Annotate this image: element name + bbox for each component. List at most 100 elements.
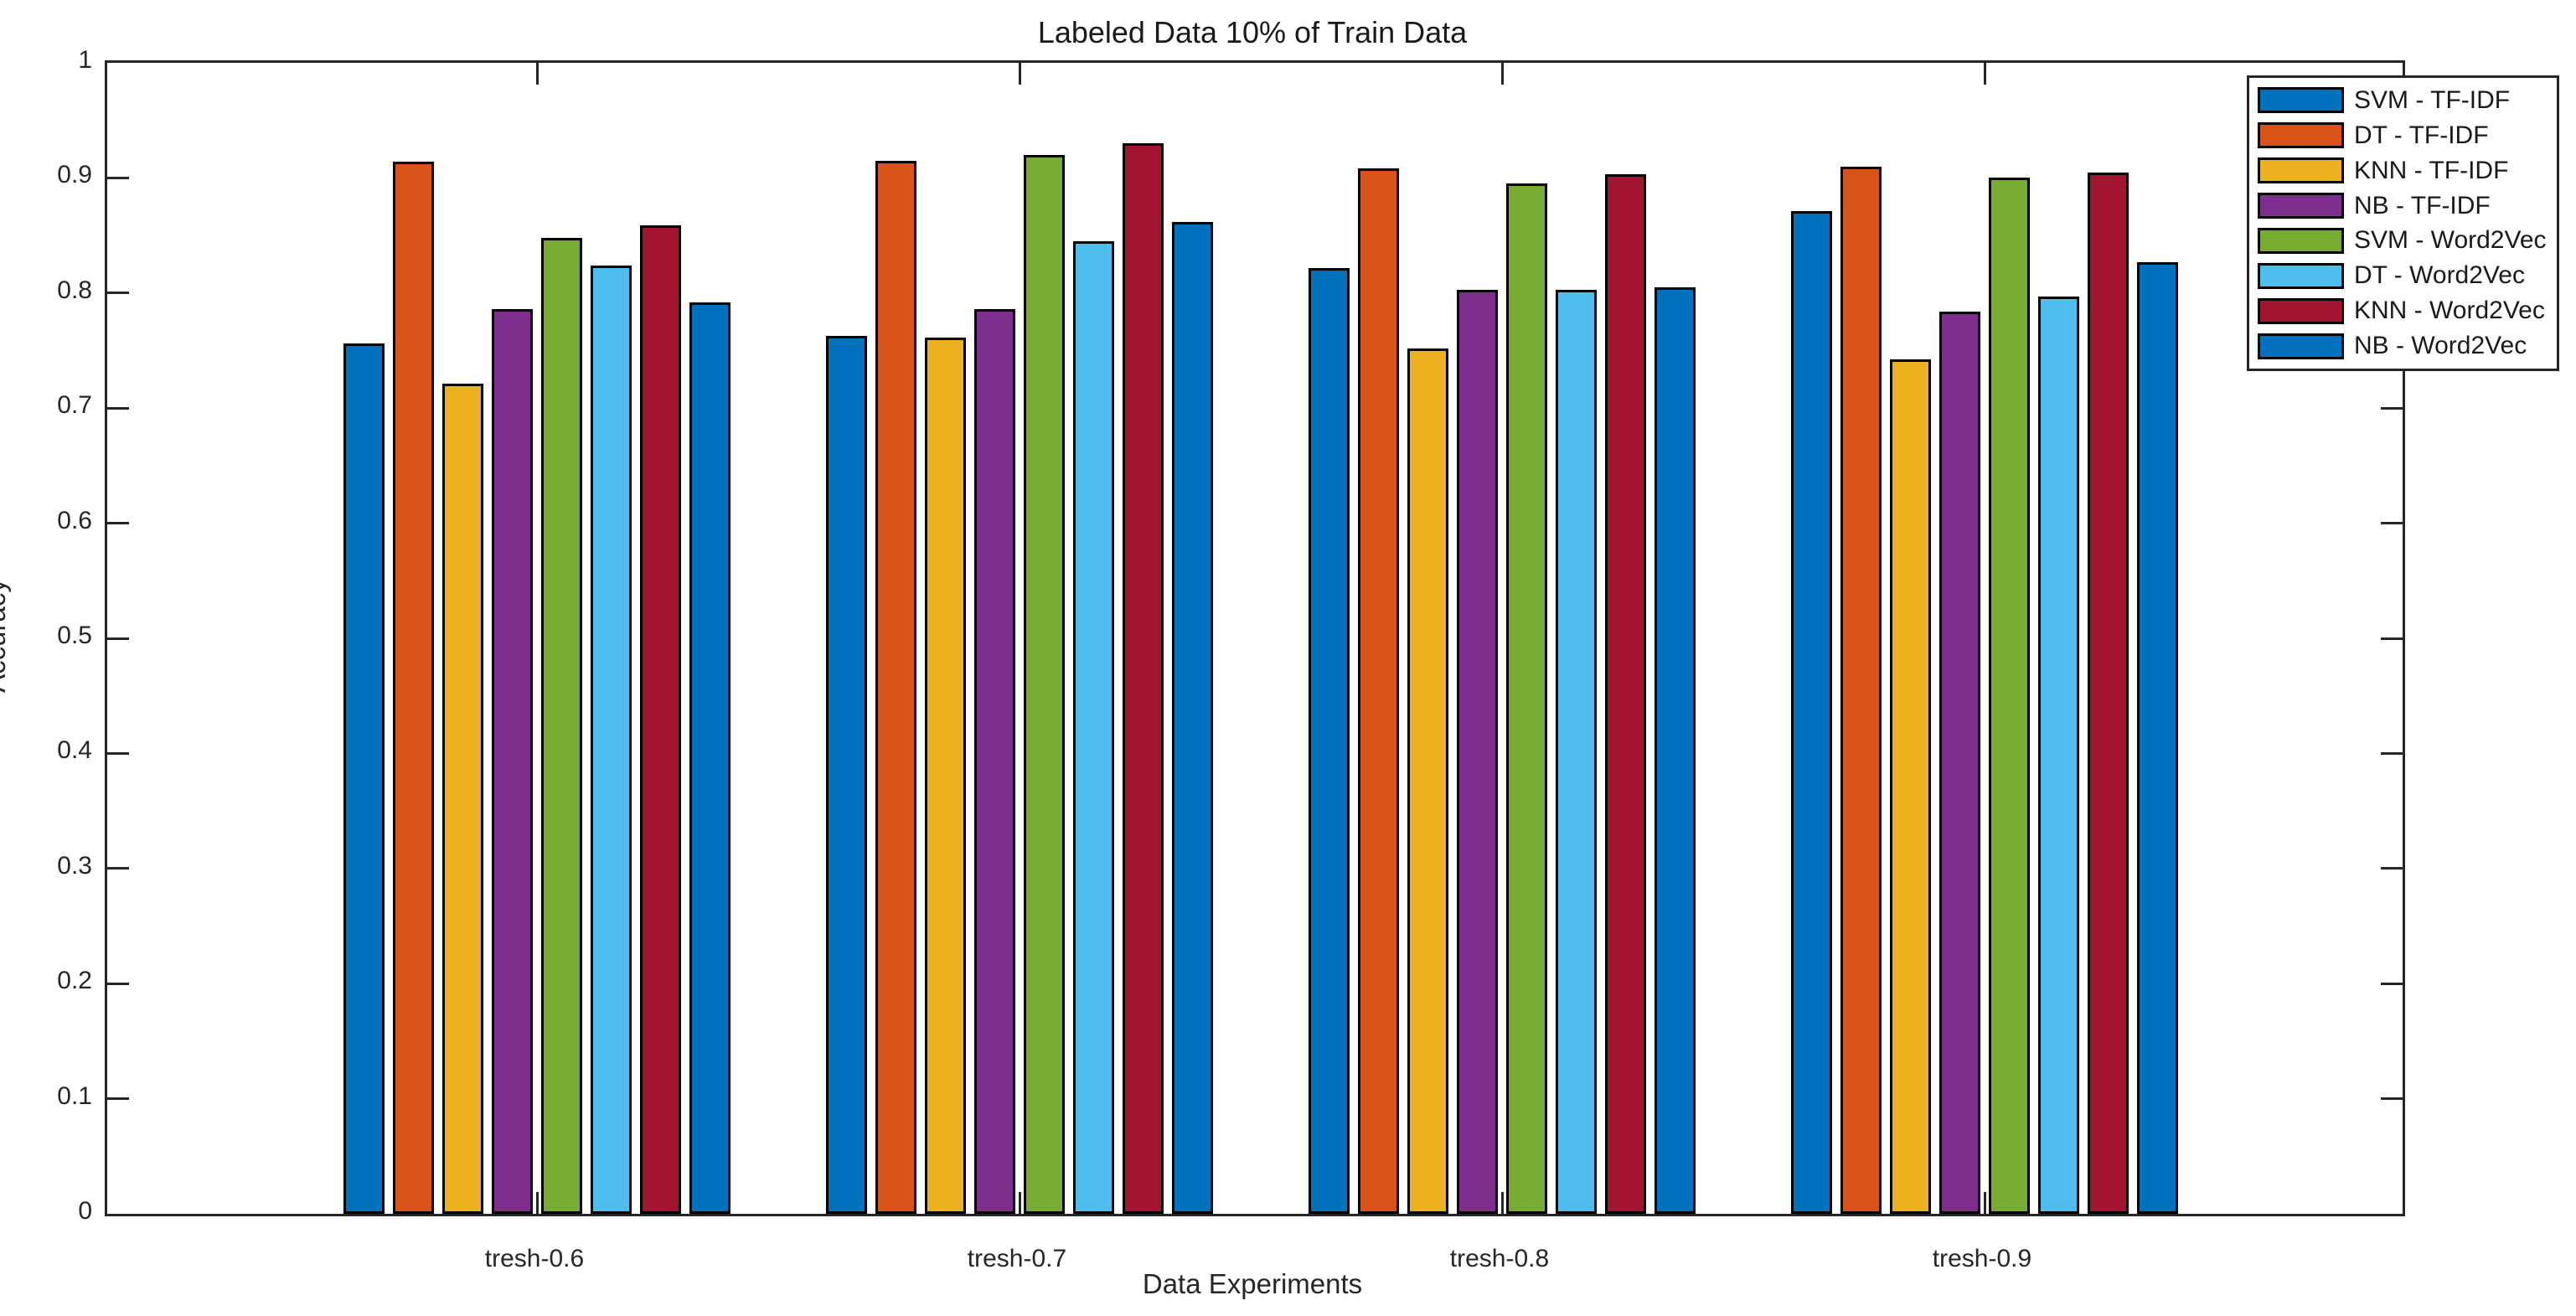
y-tick-label: 0.3: [57, 851, 92, 880]
bar-knn-tf-idf: [925, 338, 966, 1214]
y-tick-mark-left: [107, 292, 129, 295]
bar-dt-word2vec: [1073, 241, 1114, 1214]
x-tick-mark-bottom: [1500, 1192, 1504, 1214]
y-tick-mark-left: [107, 982, 129, 985]
x-tick-label: tresh-0.8: [1449, 1245, 1550, 1272]
legend-label: SVM - Word2Vec: [2354, 226, 2547, 255]
y-tick-label: 0.2: [57, 967, 92, 995]
y-tick-mark-right: [2381, 1097, 2403, 1101]
legend-label: DT - Word2Vec: [2354, 261, 2525, 290]
y-tick-label: 0.6: [57, 506, 92, 534]
bar-svm-tf-idf: [343, 343, 385, 1214]
y-tick-mark-left: [107, 176, 129, 179]
x-tick-mark-bottom: [1018, 1192, 1021, 1214]
x-tick-mark-top: [1500, 63, 1504, 85]
bar-nb-tf-idf: [1457, 290, 1498, 1214]
bar-knn-word2vec: [1605, 174, 1646, 1214]
legend-label: KNN - TF-IDF: [2354, 156, 2509, 184]
bar-svm-word2vec: [541, 238, 582, 1214]
y-tick-label: 1: [78, 46, 92, 74]
x-axis-title: Data Experiments: [1142, 1268, 1363, 1299]
y-tick-label: 0.4: [57, 736, 92, 765]
y-axis-title: Accuracy: [0, 579, 11, 693]
bar-nb-tf-idf: [974, 309, 1015, 1214]
bar-nb-word2vec: [1655, 287, 1696, 1214]
legend-label: DT - TF-IDF: [2354, 121, 2489, 149]
bar-svm-word2vec: [1024, 155, 1065, 1214]
bar-knn-tf-idf: [1407, 348, 1448, 1214]
bar-dt-tf-idf: [393, 162, 434, 1214]
bar-svm-word2vec: [1506, 183, 1547, 1214]
y-tick-mark-left: [107, 637, 129, 640]
legend-item: DT - TF-IDF: [2258, 121, 2552, 149]
legend-item: NB - Word2Vec: [2258, 333, 2552, 359]
x-tick-mark-bottom: [535, 1192, 539, 1214]
legend-item: KNN - Word2Vec: [2258, 297, 2552, 325]
bar-knn-word2vec: [1123, 143, 1164, 1214]
y-tick-mark-left: [107, 751, 129, 755]
legend-item: SVM - TF-IDF: [2258, 85, 2552, 114]
y-tick-mark-right: [2381, 522, 2403, 525]
bar-dt-word2vec: [2038, 297, 2079, 1214]
bar-dt-word2vec: [1556, 290, 1597, 1214]
legend-swatch: [2258, 227, 2344, 254]
bar-dt-tf-idf: [1840, 167, 1882, 1214]
y-tick-mark-right: [2381, 867, 2403, 870]
legend-swatch: [2258, 297, 2344, 324]
y-tick-mark-right: [2381, 751, 2403, 755]
y-tick-label: 0.8: [57, 276, 92, 304]
legend-item: KNN - TF-IDF: [2258, 156, 2552, 184]
legend-swatch: [2258, 157, 2344, 184]
bar-dt-tf-idf: [875, 161, 916, 1214]
bar-knn-word2vec: [640, 225, 681, 1214]
x-tick-mark-top: [1983, 63, 1986, 85]
x-tick-mark-top: [535, 63, 539, 85]
legend-label: NB - Word2Vec: [2354, 332, 2527, 360]
bar-nb-word2vec: [689, 302, 730, 1214]
chart-title: Labeled Data 10% of Train Data: [1037, 15, 1468, 49]
bar-svm-tf-idf: [1309, 268, 1350, 1214]
plot-area: [105, 60, 2405, 1216]
bar-nb-word2vec: [2137, 262, 2178, 1214]
x-tick-mark-bottom: [1983, 1192, 1986, 1214]
bar-knn-word2vec: [2088, 173, 2129, 1214]
y-tick-label: 0.5: [57, 622, 92, 649]
x-tick-label: tresh-0.6: [484, 1245, 585, 1272]
bar-knn-tf-idf: [442, 384, 483, 1214]
y-tick-mark-left: [107, 867, 129, 870]
x-tick-mark-top: [1018, 63, 1021, 85]
bar-svm-tf-idf: [1791, 211, 1832, 1214]
y-tick-mark-left: [107, 522, 129, 525]
legend-item: SVM - Word2Vec: [2258, 226, 2552, 255]
bar-nb-word2vec: [1172, 222, 1213, 1214]
legend-label: SVM - TF-IDF: [2354, 85, 2511, 114]
y-tick-label: 0.1: [57, 1081, 92, 1110]
bar-svm-word2vec: [1989, 178, 2030, 1214]
legend-swatch: [2258, 262, 2344, 289]
bar-nb-tf-idf: [492, 309, 533, 1214]
y-tick-label: 0.9: [57, 161, 92, 189]
y-tick-mark-right: [2381, 982, 2403, 985]
y-tick-label: 0.7: [57, 391, 92, 420]
legend-item: DT - Word2Vec: [2258, 261, 2552, 290]
legend-swatch: [2258, 193, 2344, 219]
bar-dt-word2vec: [591, 266, 632, 1214]
bar-dt-tf-idf: [1358, 168, 1399, 1214]
bar-knn-tf-idf: [1890, 359, 1931, 1214]
y-tick-mark-right: [2381, 406, 2403, 410]
legend-label: KNN - Word2Vec: [2354, 297, 2545, 325]
x-tick-label: tresh-0.7: [967, 1245, 1067, 1272]
legend-label: NB - TF-IDF: [2354, 191, 2491, 219]
legend-swatch: [2258, 122, 2344, 149]
legend-swatch: [2258, 333, 2344, 359]
bar-svm-tf-idf: [826, 336, 867, 1214]
x-tick-label: tresh-0.9: [1932, 1245, 2032, 1272]
y-tick-mark-left: [107, 1097, 129, 1101]
y-tick-mark-right: [2381, 637, 2403, 640]
y-tick-mark-left: [107, 406, 129, 410]
bar-nb-tf-idf: [1939, 312, 1980, 1214]
legend-swatch: [2258, 87, 2344, 114]
legend-item: NB - TF-IDF: [2258, 193, 2552, 219]
y-tick-label: 0: [78, 1197, 92, 1225]
